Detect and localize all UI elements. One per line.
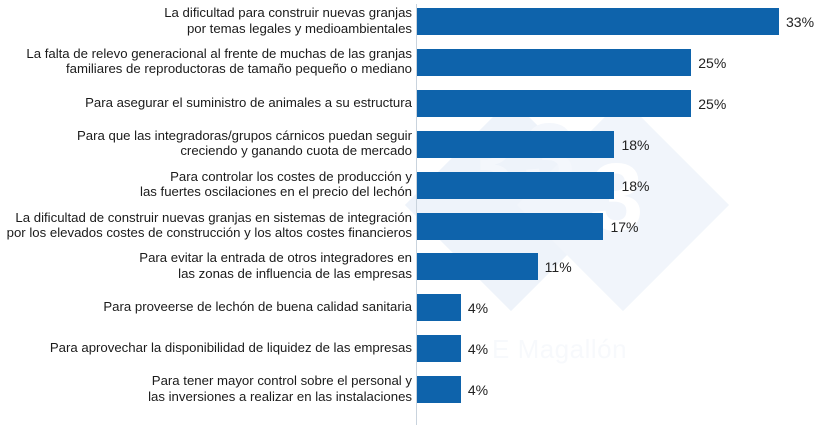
bar-value-label: 33%	[786, 14, 815, 30]
bar-row: Para que las integradoras/grupos cárnico…	[0, 127, 820, 171]
bar	[417, 171, 615, 199]
category-label: Para asegurar el suministro de animales …	[85, 94, 412, 110]
bar-row: Para controlar los costes de producción …	[0, 168, 820, 212]
category-label: Para controlar los costes de producción …	[140, 168, 412, 200]
bar-value-label: 11%	[544, 259, 572, 276]
category-label: La dificultad de construir nuevas granja…	[6, 209, 412, 241]
bar-value-label: 17%	[610, 218, 639, 235]
bar	[417, 8, 779, 35]
bar-value-label: 25%	[698, 95, 727, 112]
bar-row: Para tener mayor control sobre el person…	[0, 373, 820, 416]
category-label: Para evitar la entrada de otros integrad…	[139, 250, 412, 281]
bar-row: La falta de relevo generacional al frent…	[0, 45, 820, 89]
bar-value-label: 25%	[698, 54, 727, 71]
bar-row: La dificultad de construir nuevas granja…	[0, 209, 820, 253]
bar-row: Para asegurar el suministro de animales …	[0, 89, 820, 130]
category-label: Para que las integradoras/grupos cárnico…	[76, 127, 412, 159]
bar	[417, 294, 461, 322]
bar	[417, 212, 604, 240]
category-label: Para aprovechar la disponibilidad de liq…	[49, 340, 412, 356]
category-label: La falta de relevo generacional al frent…	[26, 45, 412, 77]
bar-row: Para evitar la entrada de otros integrad…	[0, 250, 820, 293]
bar	[417, 48, 692, 76]
bar-value-label: 4%	[467, 382, 489, 399]
bar	[417, 335, 461, 363]
bar	[417, 376, 461, 404]
bar-value-label: 4%	[467, 341, 489, 358]
bar	[417, 130, 615, 158]
category-label: La dificultad para construir nuevas gran…	[164, 5, 412, 36]
bar	[417, 253, 538, 281]
category-label: Para proveerse de lechón de buena calida…	[103, 299, 412, 315]
category-label: Para tener mayor control sobre el person…	[148, 373, 412, 404]
bar-row: La dificultad para construir nuevas gran…	[0, 5, 820, 48]
bar-value-label: 18%	[621, 136, 650, 153]
bar-value-label: 18%	[621, 177, 650, 194]
bar-row: Para aprovechar la disponibilidad de liq…	[0, 335, 820, 375]
bar-value-label: 4%	[467, 300, 489, 317]
bar	[417, 89, 692, 117]
bar-row: Para proveerse de lechón de buena calida…	[0, 294, 820, 334]
